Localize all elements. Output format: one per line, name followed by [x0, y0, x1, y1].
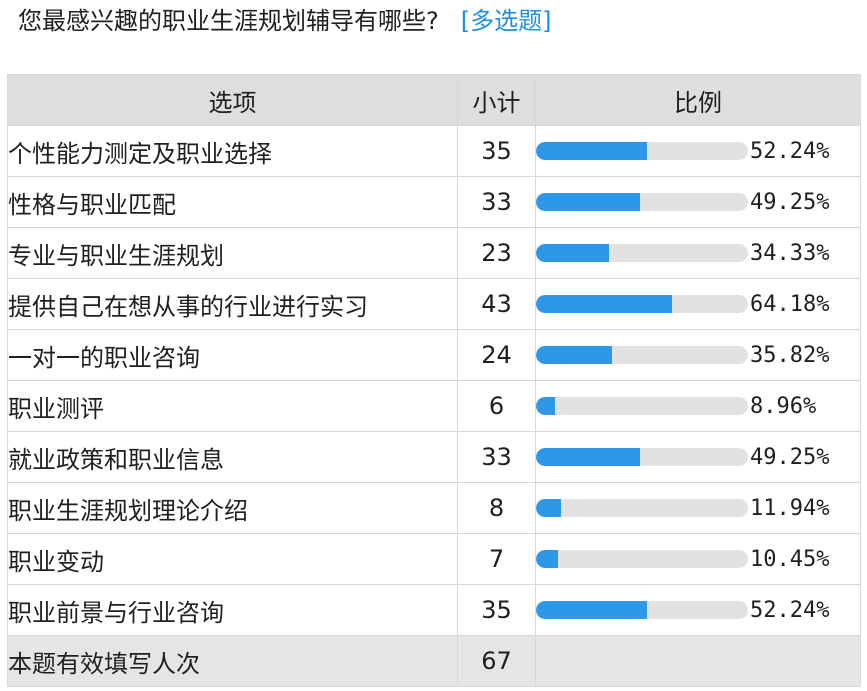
progress-bar: 49.25%: [536, 445, 860, 470]
table-row: 性格与职业匹配 33 49.25%: [7, 176, 861, 228]
option-count: 24: [457, 329, 536, 381]
progress-bar: 34.33%: [536, 241, 860, 266]
progress-fill: [536, 295, 673, 313]
table-row: 职业前景与行业咨询 35 52.24%: [7, 584, 861, 636]
progress-fill: [536, 448, 641, 466]
progress-bar: 10.45%: [536, 547, 860, 572]
option-percent: 52.24%: [750, 597, 830, 623]
option-percent: 49.25%: [750, 189, 830, 215]
ratio-cell: 34.33%: [535, 227, 861, 279]
option-count: 33: [457, 431, 536, 483]
option-label: 职业测评: [7, 380, 458, 432]
ratio-cell: 35.82%: [535, 329, 861, 381]
option-label: 就业政策和职业信息: [7, 431, 458, 483]
ratio-cell: 64.18%: [535, 278, 861, 330]
progress-track: [536, 244, 748, 262]
results-table: 选项 小计 比例 个性能力测定及职业选择 35 52.24% 性格与职业匹配 33 49.…: [7, 74, 861, 687]
progress-bar: 64.18%: [536, 292, 860, 317]
progress-fill: [536, 397, 555, 415]
option-count: 35: [457, 584, 536, 636]
table-row: 提供自己在想从事的行业进行实习 43 64.18%: [7, 278, 861, 330]
option-label: 个性能力测定及职业选择: [7, 125, 458, 177]
progress-bar: 49.25%: [536, 190, 860, 215]
option-label: 职业前景与行业咨询: [7, 584, 458, 636]
header-option: 选项: [7, 74, 458, 126]
header-count: 小计: [457, 74, 536, 126]
option-percent: 35.82%: [750, 342, 830, 368]
option-percent: 11.94%: [750, 495, 830, 521]
progress-fill: [536, 601, 647, 619]
option-percent: 64.18%: [750, 291, 830, 317]
table-header-row: 选项 小计 比例: [7, 74, 861, 126]
ratio-cell: 11.94%: [535, 482, 861, 534]
table-row: 一对一的职业咨询 24 35.82%: [7, 329, 861, 381]
question-title: 您最感兴趣的职业生涯规划辅导有哪些? [多选题]: [18, 4, 551, 38]
progress-bar: 8.96%: [536, 394, 860, 419]
table-row: 专业与职业生涯规划 23 34.33%: [7, 227, 861, 279]
option-label: 专业与职业生涯规划: [7, 227, 458, 279]
option-label: 一对一的职业咨询: [7, 329, 458, 381]
option-count: 8: [457, 482, 536, 534]
ratio-cell: 10.45%: [535, 533, 861, 585]
progress-track: [536, 448, 748, 466]
option-percent: 49.25%: [750, 444, 830, 470]
progress-track: [536, 193, 748, 211]
option-label: 性格与职业匹配: [7, 176, 458, 228]
progress-track: [536, 499, 748, 517]
progress-fill: [536, 193, 641, 211]
option-label: 职业变动: [7, 533, 458, 585]
option-label: 职业生涯规划理论介绍: [7, 482, 458, 534]
progress-bar: 11.94%: [536, 496, 860, 521]
option-count: 35: [457, 125, 536, 177]
ratio-cell: 52.24%: [535, 584, 861, 636]
progress-fill: [536, 244, 609, 262]
progress-fill: [536, 142, 647, 160]
progress-fill: [536, 346, 612, 364]
option-label: 提供自己在想从事的行业进行实习: [7, 278, 458, 330]
table-row: 职业变动 7 10.45%: [7, 533, 861, 585]
option-percent: 10.45%: [750, 546, 830, 572]
progress-track: [536, 295, 748, 313]
option-percent: 52.24%: [750, 138, 830, 164]
table-row: 职业测评 6 8.96%: [7, 380, 861, 432]
progress-bar: 52.24%: [536, 139, 860, 164]
total-empty-cell: [535, 635, 861, 687]
option-count: 43: [457, 278, 536, 330]
header-ratio: 比例: [535, 74, 861, 126]
option-percent: 8.96%: [750, 393, 817, 419]
option-count: 33: [457, 176, 536, 228]
progress-track: [536, 346, 748, 364]
progress-track: [536, 142, 748, 160]
progress-fill: [536, 499, 562, 517]
results-body: 个性能力测定及职业选择 35 52.24% 性格与职业匹配 33 49.25% 专业与职业生…: [7, 125, 861, 636]
ratio-cell: 49.25%: [535, 431, 861, 483]
table-row: 就业政策和职业信息 33 49.25%: [7, 431, 861, 483]
option-count: 23: [457, 227, 536, 279]
progress-bar: 52.24%: [536, 598, 860, 623]
ratio-cell: 8.96%: [535, 380, 861, 432]
progress-track: [536, 397, 748, 415]
total-row: 本题有效填写人次 67: [7, 635, 861, 687]
total-count: 67: [457, 635, 536, 687]
progress-bar: 35.82%: [536, 343, 860, 368]
question-text: 您最感兴趣的职业生涯规划辅导有哪些?: [18, 7, 439, 35]
table-row: 职业生涯规划理论介绍 8 11.94%: [7, 482, 861, 534]
progress-fill: [536, 550, 559, 568]
option-percent: 34.33%: [750, 240, 830, 266]
progress-track: [536, 550, 748, 568]
ratio-cell: 52.24%: [535, 125, 861, 177]
option-count: 6: [457, 380, 536, 432]
question-type-tag: [多选题]: [460, 7, 552, 35]
table-row: 个性能力测定及职业选择 35 52.24%: [7, 125, 861, 177]
total-label: 本题有效填写人次: [7, 635, 458, 687]
option-count: 7: [457, 533, 536, 585]
ratio-cell: 49.25%: [535, 176, 861, 228]
progress-track: [536, 601, 748, 619]
